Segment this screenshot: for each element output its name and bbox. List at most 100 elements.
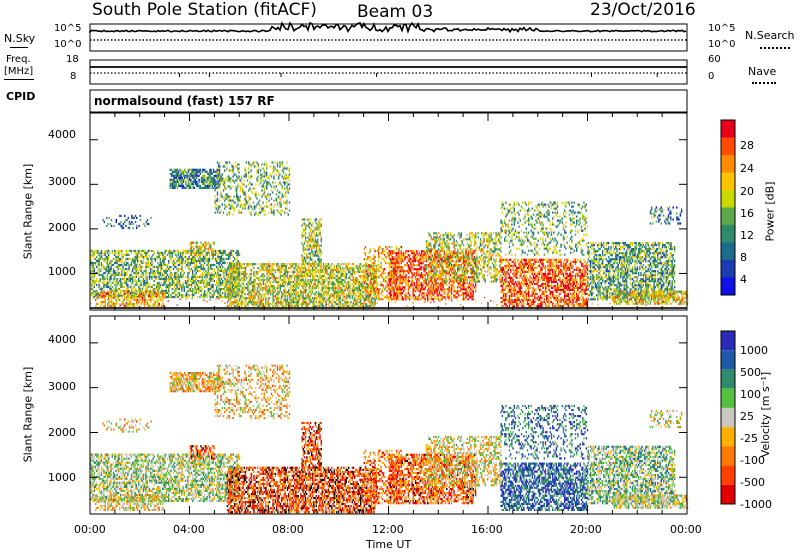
power-cell	[284, 281, 286, 284]
power-cell	[223, 259, 225, 263]
power-cell	[136, 257, 139, 261]
power-cell	[165, 249, 167, 252]
power-cell	[248, 195, 250, 198]
power-cell	[218, 277, 220, 281]
power-cell	[225, 296, 227, 299]
power-cell	[208, 287, 211, 291]
power-cell	[212, 255, 214, 258]
power-cell	[230, 195, 232, 198]
power-cell	[137, 290, 139, 293]
power-cell	[132, 257, 134, 261]
power-cell	[219, 289, 221, 293]
power-cell	[352, 293, 355, 296]
power-cell	[272, 273, 274, 276]
power-cell	[100, 267, 103, 271]
power-cell	[91, 291, 93, 295]
power-cell	[142, 279, 145, 283]
power-cell	[203, 247, 206, 250]
power-cell	[345, 287, 347, 290]
power-cell	[196, 296, 199, 299]
power-cell	[302, 287, 304, 290]
power-cell	[193, 174, 195, 177]
power-cell	[202, 243, 205, 246]
power-cell	[231, 285, 233, 289]
power-cell	[367, 256, 369, 259]
power-cell	[342, 289, 344, 292]
power-cell	[108, 271, 110, 275]
power-cell	[234, 189, 237, 192]
power-cell	[226, 287, 229, 290]
power-cell	[116, 283, 118, 287]
power-cell	[313, 246, 315, 249]
power-cell	[372, 297, 374, 300]
power-cell	[219, 205, 221, 208]
power-cell	[363, 299, 365, 302]
power-cell	[369, 275, 371, 278]
power-cell	[121, 257, 123, 261]
power-cell	[206, 279, 208, 283]
power-cell	[224, 267, 226, 271]
power-cell	[231, 287, 233, 291]
power-cell	[277, 277, 279, 280]
power-cell	[243, 191, 245, 194]
power-cell	[210, 263, 212, 267]
power-cell	[307, 248, 309, 251]
power-cell	[366, 297, 368, 300]
power-cell	[294, 289, 296, 292]
power-cell	[177, 269, 179, 273]
power-cell	[292, 269, 295, 272]
power-cell	[113, 302, 115, 306]
power-cell	[254, 279, 256, 282]
power-cell	[286, 271, 289, 274]
power-cell	[240, 181, 243, 184]
power-cell	[95, 290, 97, 293]
power-cell	[319, 271, 321, 274]
power-cell	[279, 279, 281, 282]
power-cell	[99, 296, 102, 300]
power-cell	[320, 265, 322, 268]
power-cell	[248, 295, 250, 298]
power-cell	[230, 265, 232, 268]
power-cell	[255, 291, 257, 294]
power-cell	[126, 304, 128, 308]
power-cell	[220, 281, 223, 285]
power-cell	[214, 257, 217, 261]
power-cell	[346, 283, 349, 286]
power-cell	[191, 174, 193, 177]
power-cell	[314, 273, 316, 276]
power-cell	[363, 273, 365, 276]
power-cell	[235, 265, 237, 268]
power-cell	[298, 275, 301, 278]
power-cell	[333, 295, 335, 298]
power-cell	[372, 276, 374, 279]
power-cell	[319, 244, 321, 247]
power-cell	[226, 205, 228, 208]
power-cell	[319, 260, 321, 263]
power-cell	[281, 175, 283, 178]
power-cell	[253, 285, 255, 288]
power-cell	[344, 271, 346, 274]
power-cell	[248, 283, 250, 286]
power-cell	[320, 262, 322, 265]
power-cell	[257, 201, 259, 204]
power-cell	[266, 173, 268, 176]
power-cell	[97, 296, 99, 300]
power-cell	[196, 269, 199, 273]
power-cell	[252, 289, 254, 292]
power-cell	[136, 281, 139, 285]
power-cell	[252, 301, 254, 304]
power-cell	[302, 218, 304, 221]
power-cell	[207, 259, 209, 263]
power-cell	[285, 305, 287, 308]
power-cell	[285, 291, 287, 294]
power-cell	[169, 273, 171, 277]
power-cell	[244, 299, 247, 302]
power-cell	[134, 287, 136, 291]
power-cell	[356, 265, 358, 268]
power-cell	[279, 181, 281, 184]
power-cell	[227, 175, 229, 178]
power-cell	[239, 195, 241, 198]
power-cell	[290, 289, 292, 292]
power-cell	[91, 294, 93, 297]
power-cell	[242, 205, 244, 208]
